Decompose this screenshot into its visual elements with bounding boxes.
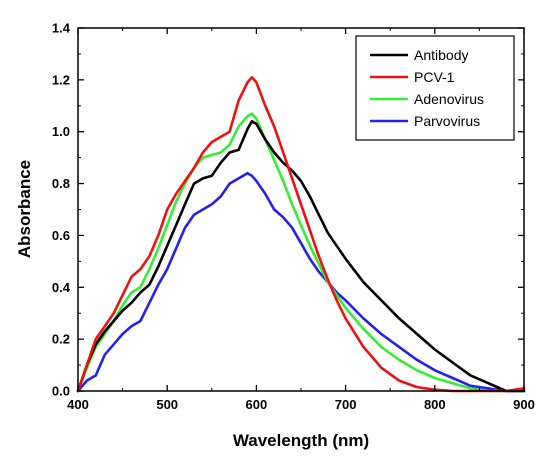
y-tick-label: 0.8 bbox=[52, 176, 70, 191]
x-tick-label: 700 bbox=[335, 397, 357, 412]
legend-box bbox=[355, 35, 515, 141]
legend-label-adenovirus: Adenovirus bbox=[414, 91, 484, 107]
axis-layer: 400 500 600 700 800 900 0.0 0.2 0.4 0.6 0.8 1.0 1.2 1… bbox=[52, 21, 535, 413]
legend-label-antibody: Antibody bbox=[414, 47, 468, 63]
y-tick-label: 0.4 bbox=[52, 280, 71, 295]
x-tick-label: 400 bbox=[67, 397, 89, 412]
y-tick-label: 1.0 bbox=[52, 124, 70, 139]
legend: Antibody PCV-1 Adenovirus Parvovirus bbox=[355, 35, 515, 141]
legend-label-parvovirus: Parvovirus bbox=[414, 113, 480, 129]
legend-label-pcv-1: PCV-1 bbox=[414, 69, 455, 85]
x-tick-label: 500 bbox=[156, 397, 178, 412]
x-tick-label: 900 bbox=[513, 397, 535, 412]
y-tick-label: 0.6 bbox=[52, 228, 70, 243]
series-line-antibody bbox=[76, 120, 526, 393]
x-tick-label: 800 bbox=[424, 397, 446, 412]
y-tick-label: 0.2 bbox=[52, 332, 70, 347]
series-layer bbox=[76, 76, 526, 393]
y-tick-label: 0.0 bbox=[52, 384, 70, 399]
series-line-pcv-1 bbox=[76, 76, 526, 393]
y-axis-title: Absorbance bbox=[15, 160, 34, 258]
series-line-adenovirus bbox=[76, 112, 526, 393]
series-line-parvovirus bbox=[76, 171, 526, 393]
y-tick-label: 1.4 bbox=[52, 21, 71, 36]
y-tick-label: 1.2 bbox=[52, 72, 70, 87]
x-tick-label: 600 bbox=[246, 397, 268, 412]
x-axis-title: Wavelength (nm) bbox=[233, 431, 369, 450]
